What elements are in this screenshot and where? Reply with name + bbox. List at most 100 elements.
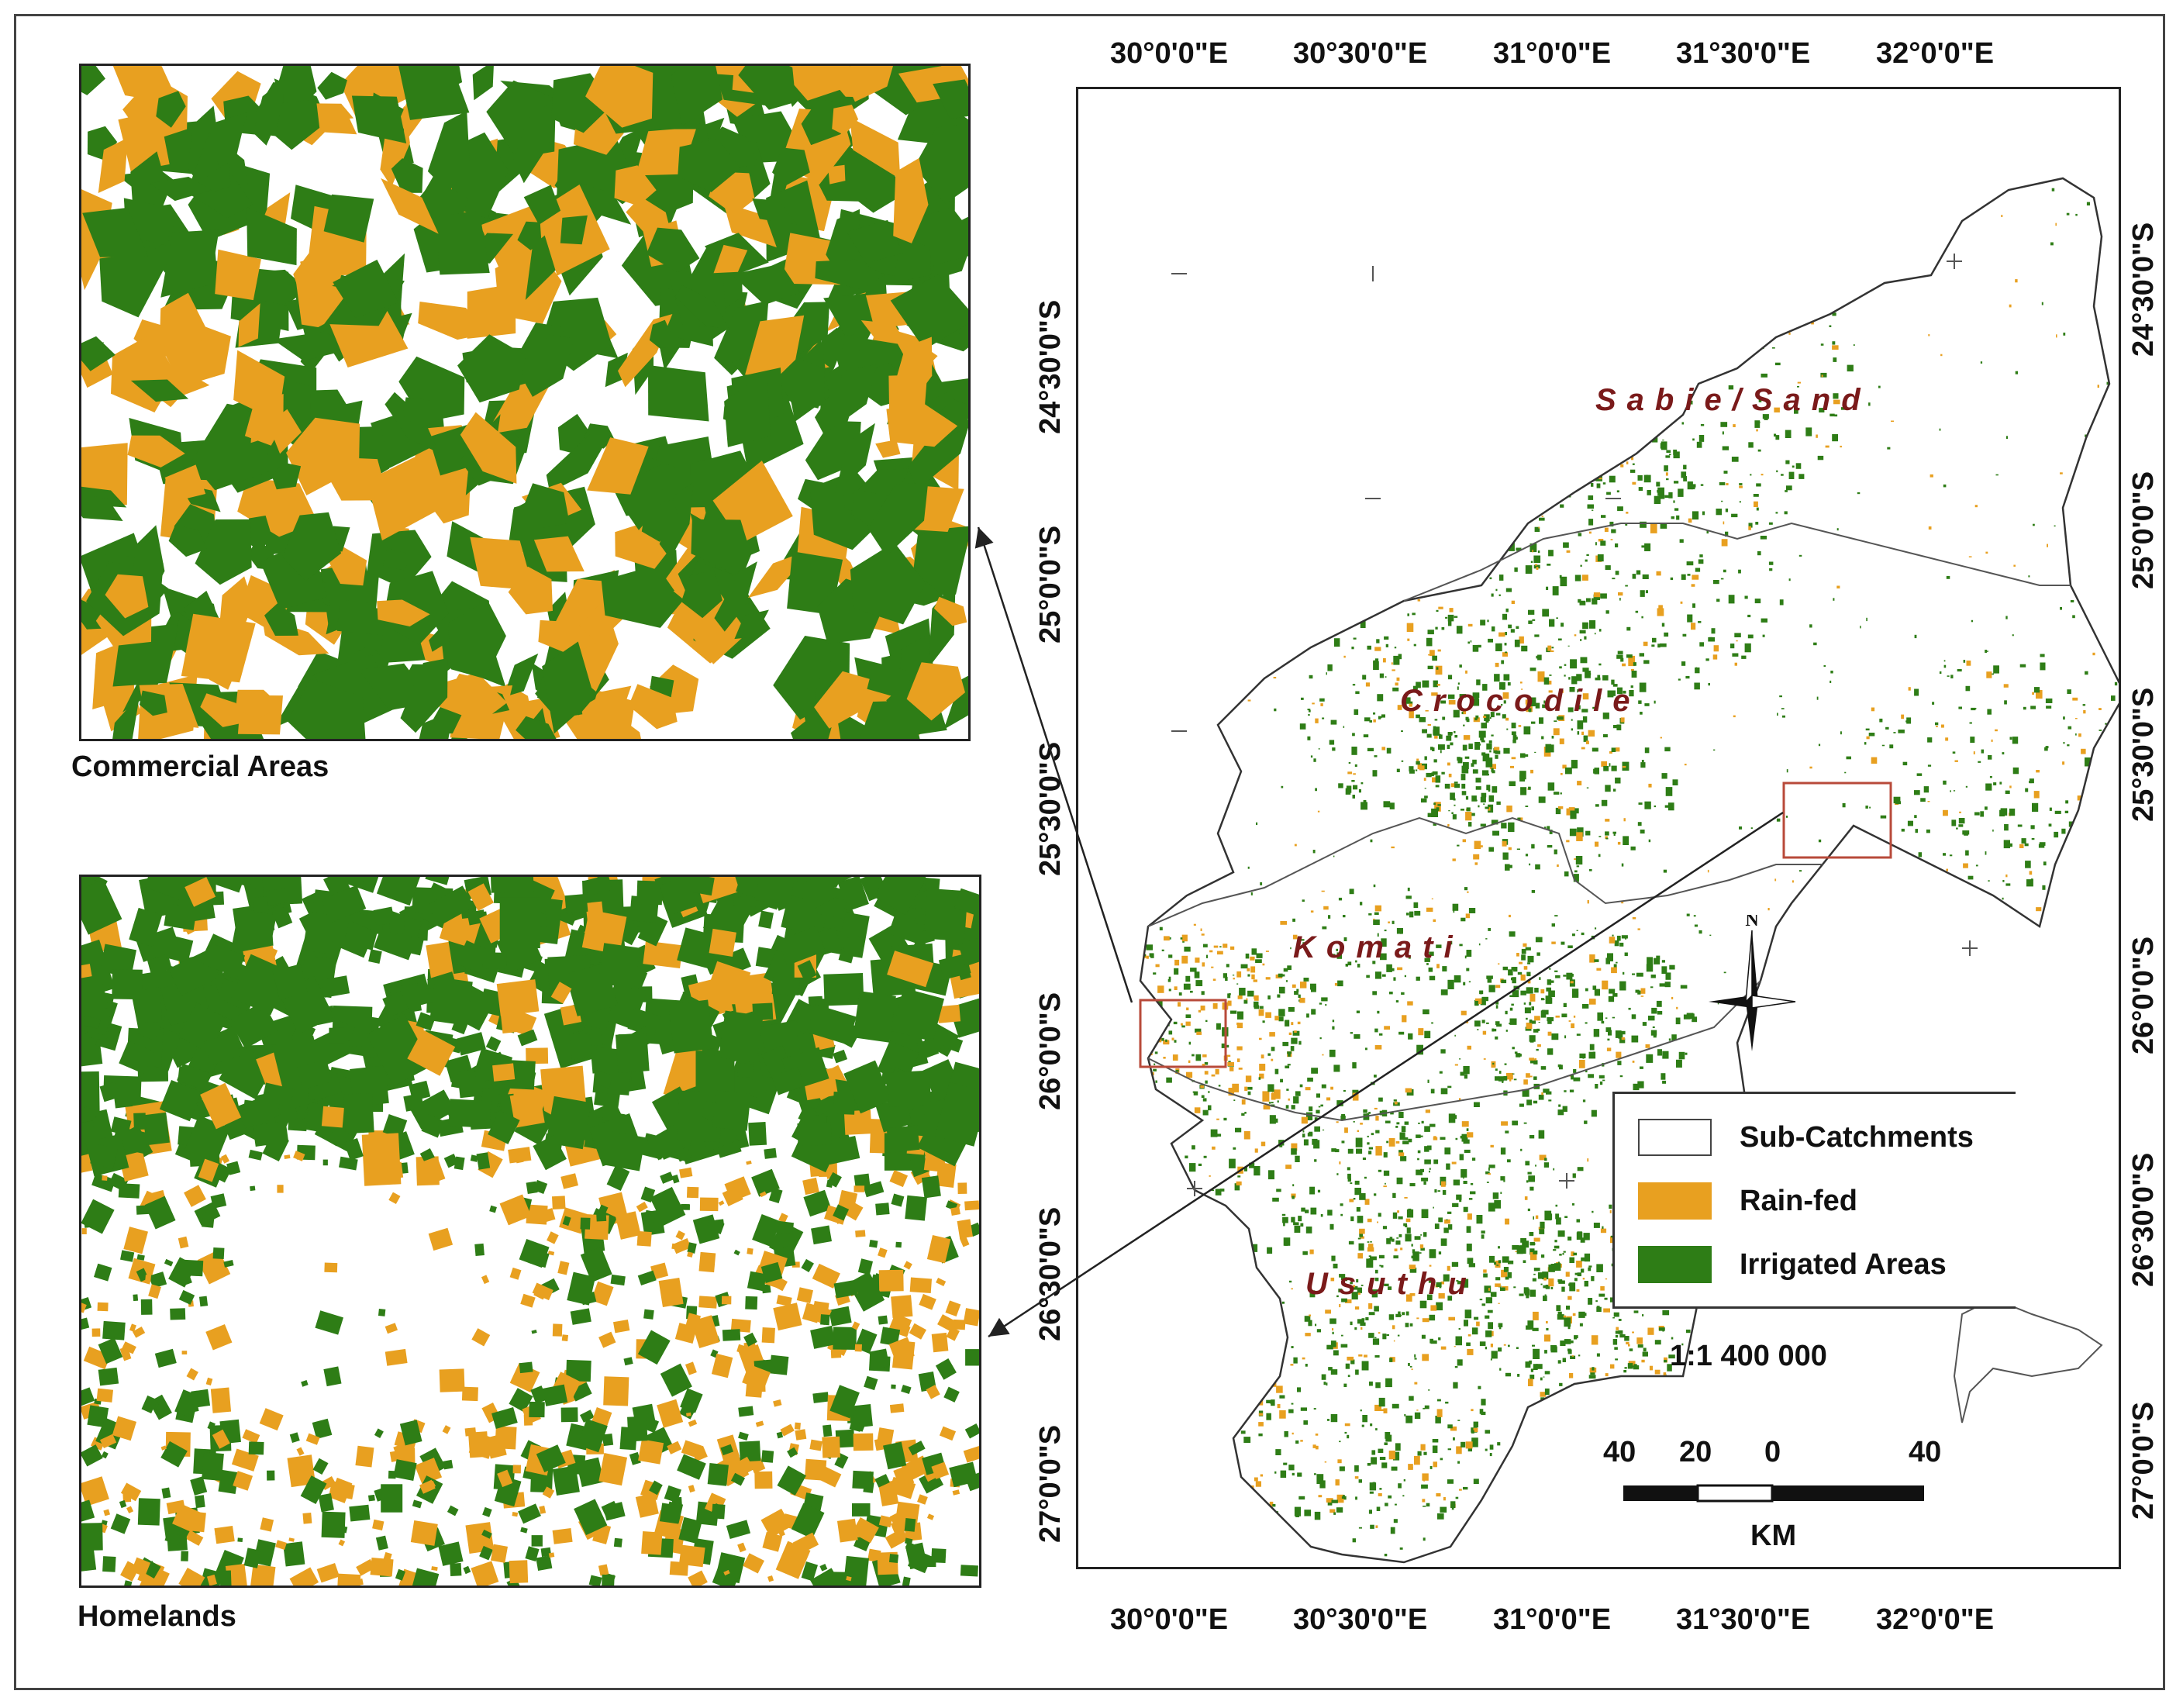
homelands-inset	[79, 875, 981, 1588]
field-patch	[1571, 974, 1574, 977]
field-patch	[791, 709, 825, 739]
field-patch	[1590, 1382, 1597, 1389]
field-patch	[1439, 1071, 1443, 1074]
field-patch	[1611, 967, 1617, 974]
field-patch	[1601, 799, 1608, 806]
field-patch	[247, 207, 297, 266]
field-patch	[1172, 1054, 1178, 1061]
field-patch	[1271, 1093, 1276, 1100]
field-patch	[829, 1385, 860, 1419]
field-patch	[1734, 633, 1741, 637]
field-patch	[832, 105, 859, 136]
field-patch	[248, 1441, 264, 1455]
field-patch	[566, 1359, 591, 1382]
field-patch	[1307, 736, 1311, 740]
field-patch	[1985, 1005, 1990, 1008]
field-patch	[1472, 759, 1477, 764]
field-patch	[315, 1310, 343, 1335]
field-patch	[1395, 682, 1398, 686]
field-patch	[122, 1341, 136, 1354]
field-patch	[1244, 1167, 1247, 1171]
field-patch	[1349, 889, 1354, 895]
field-patch	[98, 1367, 119, 1386]
field-patch	[1471, 763, 1474, 767]
field-patch	[1994, 1448, 1995, 1451]
field-patch	[2020, 1375, 2026, 1382]
field-patch	[1563, 1315, 1567, 1318]
field-patch	[1253, 1352, 1258, 1358]
field-patch	[1512, 740, 1516, 744]
field-patch	[1993, 782, 1997, 785]
field-patch	[1557, 405, 1561, 409]
field-patch	[1164, 936, 1170, 941]
field-patch	[1486, 785, 1491, 791]
field-patch	[2044, 1310, 2047, 1315]
field-patch	[1526, 702, 1533, 713]
field-patch	[2033, 1336, 2039, 1340]
field-patch	[1467, 1045, 1471, 1050]
field-patch	[1544, 1158, 1547, 1161]
field-patch	[1526, 1073, 1530, 1078]
field-patch	[1309, 1249, 1314, 1254]
field-patch	[1553, 1249, 1557, 1251]
field-patch	[2021, 838, 2026, 844]
field-patch	[1711, 628, 1716, 634]
field-patch	[833, 1204, 850, 1221]
field-patch	[1388, 1137, 1395, 1147]
field-patch	[1586, 598, 1591, 602]
field-patch	[1485, 1297, 1492, 1304]
field-patch	[1534, 988, 1539, 993]
field-patch	[2114, 772, 2117, 775]
field-patch	[1596, 968, 1602, 971]
field-patch	[1383, 1408, 1388, 1413]
field-patch	[1526, 987, 1533, 994]
field-patch	[1353, 785, 1358, 790]
field-patch	[1276, 1189, 1281, 1192]
field-patch	[343, 1092, 374, 1134]
field-patch	[1534, 751, 1536, 754]
field-patch	[1968, 556, 1972, 557]
field-patch	[1519, 775, 1525, 782]
field-patch	[1499, 1368, 1502, 1371]
field-patch	[1488, 804, 1494, 813]
field-patch	[919, 1293, 936, 1310]
field-patch	[1429, 1123, 1436, 1127]
field-patch	[1267, 1084, 1274, 1092]
field-patch	[960, 1565, 978, 1577]
left-tick-25-0: 25°0'0"S	[1034, 525, 1067, 644]
field-patch	[1643, 474, 1651, 483]
field-patch	[1908, 687, 1911, 691]
field-patch	[649, 319, 672, 349]
field-patch	[2042, 885, 2046, 890]
field-patch	[2040, 662, 2046, 671]
field-patch	[248, 1149, 263, 1161]
field-patch	[1394, 1248, 1398, 1251]
field-patch	[1623, 765, 1626, 768]
field-patch	[650, 1262, 669, 1280]
field-patch	[1592, 598, 1598, 605]
field-patch	[2028, 1295, 2033, 1301]
field-patch	[512, 1512, 519, 1517]
field-patch	[1932, 702, 1935, 705]
field-patch	[1379, 1488, 1382, 1490]
field-patch	[1454, 735, 1458, 738]
field-patch	[1136, 1054, 1139, 1058]
field-patch	[1353, 773, 1356, 775]
field-patch	[1567, 1326, 1571, 1330]
field-patch	[1572, 1173, 1576, 1178]
field-patch	[1620, 266, 1623, 270]
field-patch	[2016, 1346, 2024, 1355]
field-patch	[560, 1407, 578, 1423]
field-patch	[81, 1107, 97, 1124]
field-patch	[2045, 746, 2049, 749]
field-patch	[1598, 629, 1602, 632]
field-patch	[873, 877, 925, 916]
field-patch	[1659, 495, 1665, 499]
field-patch	[2047, 1308, 2052, 1313]
field-patch	[1446, 285, 1449, 288]
field-patch	[1223, 944, 1228, 948]
field-patch	[1647, 490, 1651, 495]
field-patch	[1865, 806, 1868, 809]
field-patch	[373, 906, 395, 926]
field-patch	[2030, 1327, 2035, 1332]
